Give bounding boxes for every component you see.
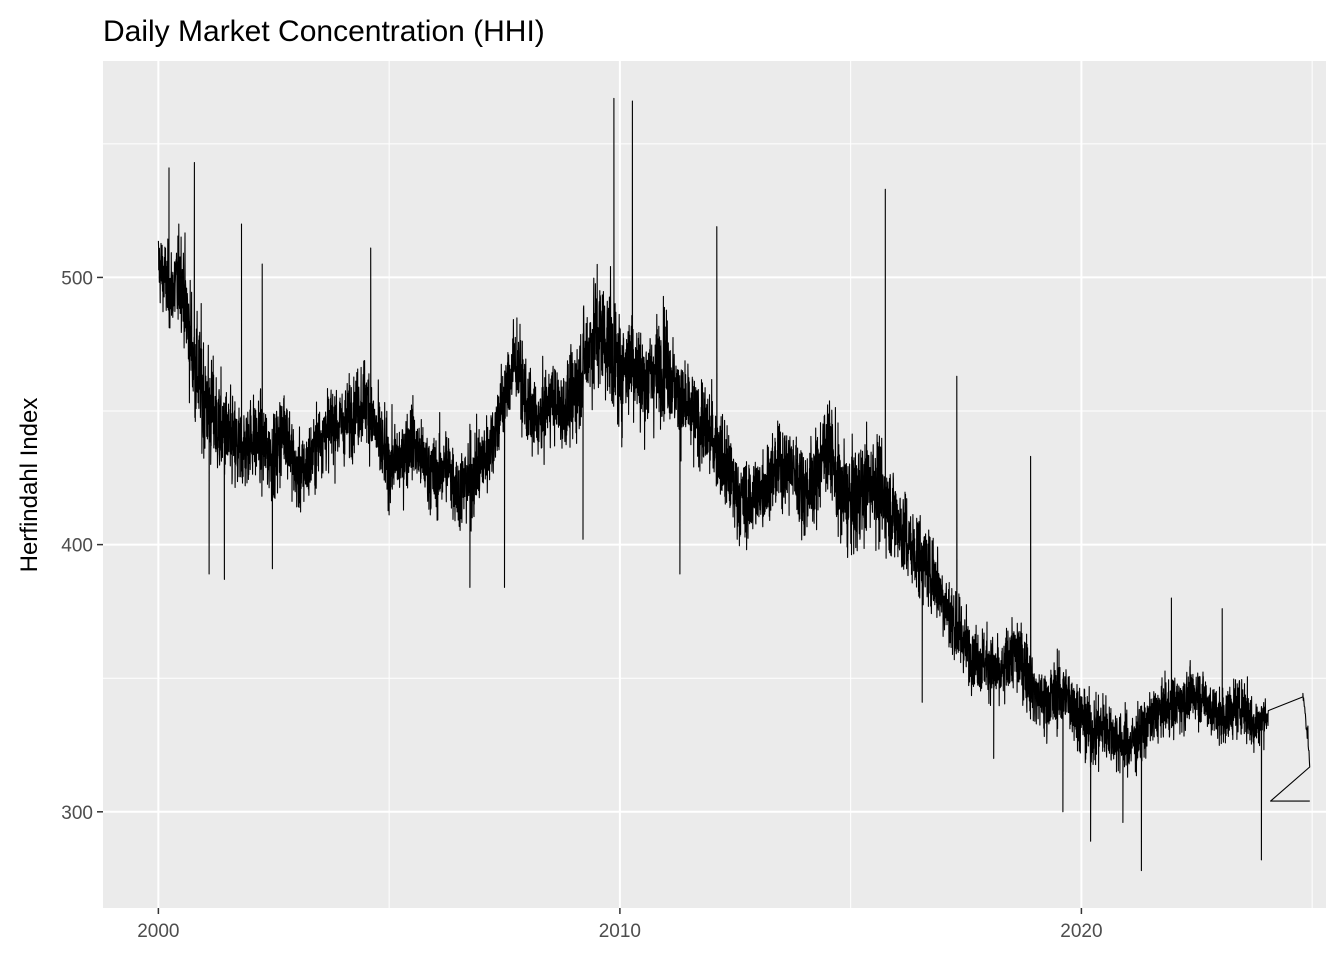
y-tick-label: 500 [61,268,93,289]
y-tick-label: 300 [61,803,93,824]
series-group [157,97,1311,872]
x-tick-label: 2000 [137,921,179,942]
y-axis-label: Herfindahl Index [16,398,43,573]
x-tick-label: 2020 [1060,921,1102,942]
x-tick-label: 2010 [599,921,641,942]
plot-panel [103,61,1326,908]
hhi-series-line [157,97,1311,872]
gridlines [103,61,1326,946]
axis-ticks: 2000 2010 2020 300 400 500 [61,268,1102,942]
chart-title: Daily Market Concentration (HHI) [103,15,545,48]
y-tick-label: 400 [61,536,93,557]
